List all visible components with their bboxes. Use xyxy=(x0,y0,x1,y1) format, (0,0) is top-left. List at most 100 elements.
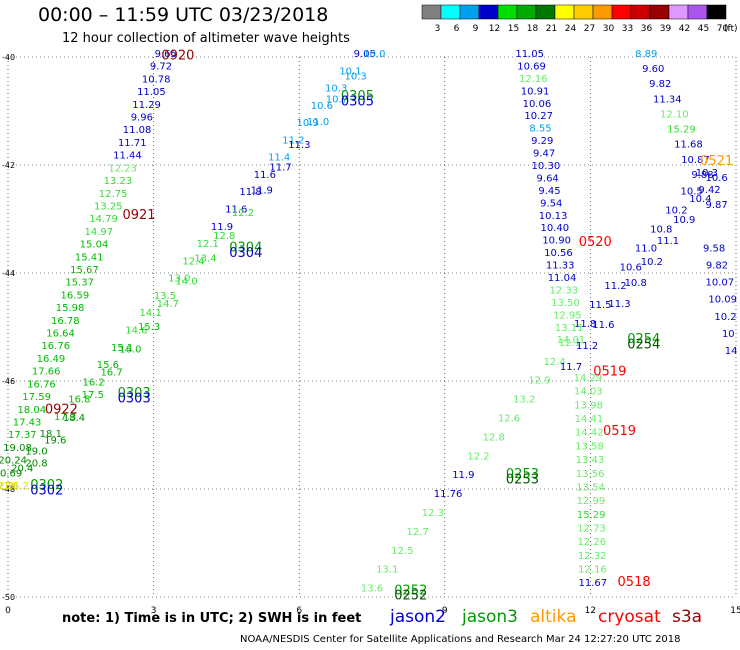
swh-value: 10.40 xyxy=(541,223,570,234)
swh-value: 10.6 xyxy=(311,101,333,112)
swh-value: 11.29 xyxy=(132,100,161,111)
swh-value: 18.1 xyxy=(40,429,62,440)
swh-value: 16.8 xyxy=(68,395,90,406)
legend-swatch xyxy=(459,4,480,20)
legend-bin-label: 24 xyxy=(565,24,577,34)
legend-swatch xyxy=(668,4,689,20)
legend-swatch xyxy=(573,4,594,20)
swh-value: 13.50 xyxy=(551,298,580,309)
swh-value: 11.2 xyxy=(576,341,598,352)
swh-value: 10.6 xyxy=(705,173,727,184)
y-tick-label: -50 xyxy=(2,593,15,602)
swh-value: 11.2 xyxy=(282,135,304,146)
swh-value: 14.97 xyxy=(84,227,113,238)
swh-value: 10.7 xyxy=(326,94,348,105)
legend-bin-label: 70 xyxy=(717,24,729,34)
legend-bin-label: 39 xyxy=(660,24,672,34)
y-tick-label: -44 xyxy=(2,269,15,278)
swh-value: 12.10 xyxy=(660,109,689,120)
pass-label: 0303 xyxy=(118,386,151,401)
pass-label: 0519 xyxy=(593,365,626,380)
swh-value: 14.1 xyxy=(140,308,162,319)
swh-value: 12.4 xyxy=(544,357,566,368)
swh-value: 13.23 xyxy=(104,176,133,187)
pass-label: 0521 xyxy=(700,154,733,169)
swh-value: 12.16 xyxy=(578,565,607,576)
swh-value: 10.2 xyxy=(714,312,736,323)
swh-value: 10.90 xyxy=(542,236,571,247)
swh-value: 12.5 xyxy=(391,546,413,557)
swh-value: 10.27 xyxy=(524,111,553,122)
swh-value: 12.23 xyxy=(108,163,137,174)
swh-value: 11.08 xyxy=(123,125,152,136)
swh-value: 11.71 xyxy=(118,138,147,149)
swh-value: 13.4 xyxy=(194,254,216,265)
pass-label: 0921 xyxy=(122,208,155,223)
swh-value: 12.3 xyxy=(422,508,444,519)
legend-swatch xyxy=(497,4,518,20)
swh-value: 9.45 xyxy=(538,186,560,197)
legend-bin-label: 9 xyxy=(473,24,479,34)
swh-value: 10.87 xyxy=(681,155,710,166)
swh-value: 19.0 xyxy=(25,446,47,457)
swh-value: 9.65 xyxy=(155,49,177,60)
swh-value: 10.1 xyxy=(339,66,361,77)
legend-bin-label: 3 xyxy=(435,24,441,34)
credit-line: NOAA/NESDIS Center for Satellite Applica… xyxy=(240,634,681,645)
swh-value: 8.55 xyxy=(529,124,551,135)
swh-value: 20.4 xyxy=(11,464,33,475)
swh-value: 10.3 xyxy=(325,84,347,95)
swh-value: 13.56 xyxy=(576,469,605,480)
legend-swatch xyxy=(535,4,556,20)
swh-value: 11.5 xyxy=(589,300,611,311)
swh-value: 12.2 xyxy=(467,451,489,462)
swh-value: 11.05 xyxy=(137,87,166,98)
swh-value: 12.99 xyxy=(577,496,606,507)
pass-label: 0302 xyxy=(30,478,63,493)
pass-label: 0304 xyxy=(229,240,262,255)
swh-value: 11.3 xyxy=(608,299,630,310)
swh-value: 9.47 xyxy=(533,149,555,160)
pass-label: 0254 xyxy=(627,332,660,347)
y-tick-label: -42 xyxy=(2,161,15,170)
legend-bin-label: 15 xyxy=(508,24,519,34)
swh-value: 11.68 xyxy=(674,140,703,151)
swh-value: 15.04 xyxy=(80,240,109,251)
swh-value: 16.76 xyxy=(27,379,56,390)
legend-swatch xyxy=(421,4,442,20)
legend-altika: altika xyxy=(530,607,577,627)
swh-value: 9.64 xyxy=(537,173,559,184)
swh-value: 10.30 xyxy=(532,161,561,172)
swh-value: 9.96 xyxy=(131,113,153,124)
swh-value: 11.9 xyxy=(251,185,273,196)
legend-jason2: jason2 xyxy=(390,607,446,627)
swh-value: 17.3 xyxy=(54,412,76,423)
swh-value: 13.0 xyxy=(168,274,190,285)
swh-value: 17.59 xyxy=(22,392,51,403)
swh-value: 10.07 xyxy=(706,278,735,289)
swh-value: 9.29 xyxy=(531,136,553,147)
pass-label: 0253 xyxy=(506,467,539,482)
swh-value: 11.2 xyxy=(604,281,626,292)
pass-label: 0922 xyxy=(45,402,78,417)
swh-value: 9.05 xyxy=(354,49,376,60)
swh-value: 11.44 xyxy=(113,151,142,162)
swh-value: 17.66 xyxy=(32,367,61,378)
legend-swatch xyxy=(687,4,708,20)
legend-bin-label: 6 xyxy=(454,24,460,34)
legend-unit-label: (ft) xyxy=(724,24,738,34)
swh-value: 10.6 xyxy=(620,262,642,273)
legend-jason3: jason3 xyxy=(462,607,518,627)
legend-swatch xyxy=(554,4,575,20)
swh-value: 14.29 xyxy=(574,373,603,384)
swh-value: 15.1 xyxy=(111,343,133,354)
swh-value: 12.2 xyxy=(232,208,254,219)
swh-value: 9.72 xyxy=(150,62,172,73)
pass-label: 0302 xyxy=(30,483,63,498)
swh-value: 16.59 xyxy=(61,290,90,301)
swh-value: 11.8 xyxy=(574,319,596,330)
swh-value: 17.37 xyxy=(8,430,37,441)
swh-value: 13.2 xyxy=(513,395,535,406)
swh-value: 11.0 xyxy=(307,117,329,128)
swh-value: 11.6 xyxy=(592,320,614,331)
